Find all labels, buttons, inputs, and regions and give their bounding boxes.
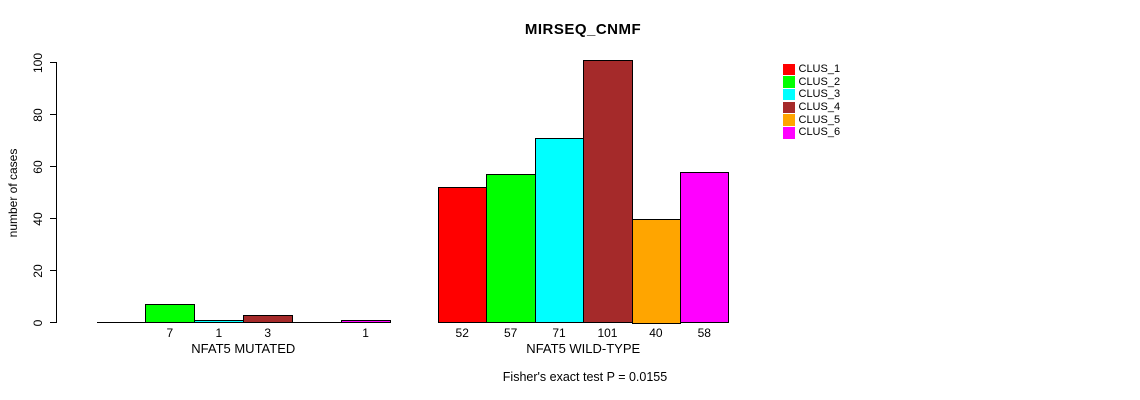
legend-label: CLUS_5 (798, 113, 841, 126)
bar-value-label: 3 (264, 326, 272, 340)
bar-value-label: 7 (166, 326, 174, 340)
legend: CLUS_1 CLUS_2 CLUS_3 CLUS_4 CLUS_5 CLUS_6 (783, 63, 840, 139)
legend-swatch-clus_1 (783, 63, 795, 76)
y-tick-label: 20 (31, 263, 45, 278)
y-tick (50, 218, 57, 219)
y-tick (50, 62, 57, 63)
y-tick-label: 0 (31, 319, 45, 326)
legend-item: CLUS_2 (783, 76, 840, 89)
y-axis (56, 62, 57, 323)
bar-clus_3 (534, 137, 585, 324)
bar-clus_4 (583, 59, 633, 324)
y-tick (50, 114, 57, 115)
chart-title: MIRSEQ_CNMF (524, 21, 642, 38)
legend-label: CLUS_3 (798, 88, 841, 101)
bar-clus_3 (194, 319, 245, 324)
bar-value-label: 71 (552, 326, 566, 340)
legend-item: CLUS_4 (783, 101, 840, 114)
legend-label: CLUS_2 (798, 75, 841, 88)
y-tick (50, 270, 57, 271)
bar-value-label: 1 (215, 326, 223, 340)
legend-label: CLUS_1 (798, 62, 841, 75)
y-tick-label: 80 (31, 107, 45, 122)
legend-swatch-clus_3 (783, 88, 795, 101)
bar-value-label: 101 (597, 326, 618, 340)
legend-label: CLUS_4 (798, 100, 841, 113)
bar-clus_2 (486, 174, 536, 324)
y-tick (50, 322, 57, 323)
bar-value-label: 40 (649, 326, 663, 340)
bar-clus_2 (145, 304, 196, 324)
bar-clus_6 (341, 319, 391, 324)
y-tick-label: 60 (31, 159, 45, 174)
y-axis-label: number of cases (6, 148, 20, 238)
legend-swatch-clus_5 (783, 114, 795, 126)
legend-swatch-clus_6 (783, 127, 795, 139)
bar-value-label: 58 (697, 326, 711, 340)
legend-label: CLUS_6 (798, 126, 841, 139)
legend-item: CLUS_5 (783, 114, 840, 127)
bar-clus_6 (680, 171, 730, 324)
legend-item: CLUS_6 (783, 126, 840, 139)
bar-clus_5 (631, 218, 682, 324)
y-tick-label: 100 (31, 52, 45, 73)
bar-clus_1 (438, 187, 488, 324)
legend-swatch-clus_2 (783, 76, 795, 88)
legend-item: CLUS_3 (783, 88, 840, 101)
y-tick-label: 40 (31, 211, 45, 226)
legend-swatch-clus_4 (783, 101, 795, 114)
legend-item: CLUS_1 (783, 63, 840, 76)
bar-value-label: 57 (503, 326, 518, 340)
bar-value-label: 52 (455, 326, 469, 340)
group-label: NFAT5 WILD-TYPE (526, 341, 641, 356)
bar-clus_4 (243, 314, 294, 324)
bar-value-label: 1 (362, 326, 369, 340)
group-label: NFAT5 MUTATED (191, 341, 296, 356)
annotation-text: Fisher's exact test P = 0.0155 (502, 370, 668, 384)
y-tick (50, 166, 57, 167)
